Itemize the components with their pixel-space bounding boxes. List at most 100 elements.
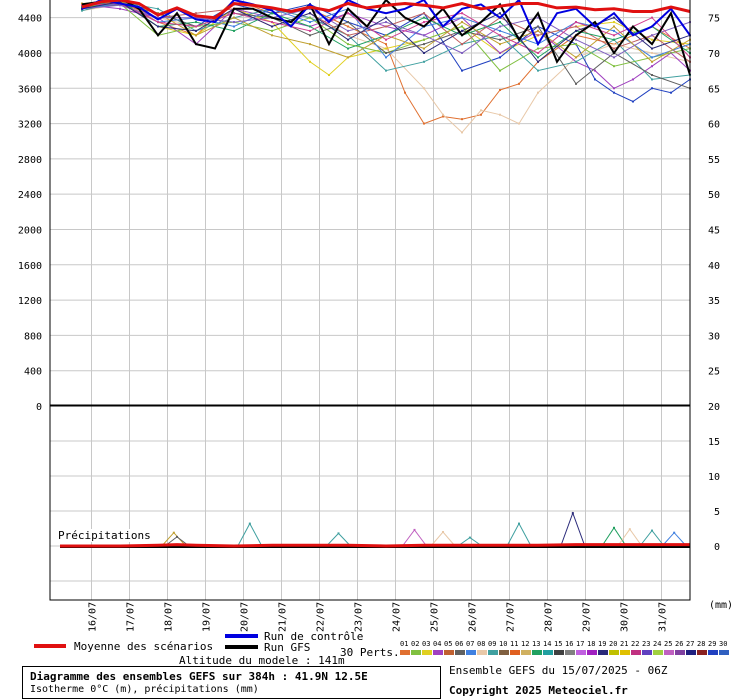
perturbation-point: [195, 29, 197, 32]
legend-pert-swatch: [653, 650, 663, 655]
legend-pert-swatch: [565, 650, 575, 655]
perturbation-point: [499, 12, 501, 15]
precip-point: [628, 528, 631, 531]
legend-pert-swatch: [675, 650, 685, 655]
perturbation-point: [309, 25, 311, 28]
perturbation-point: [632, 78, 634, 81]
legend-pert-swatch: [444, 650, 454, 655]
x-tick-label: 20/07: [240, 602, 251, 632]
perturbation-point: [423, 34, 425, 37]
precip-point: [673, 531, 676, 534]
perturbation-point: [651, 65, 653, 68]
x-tick-label: 23/07: [354, 602, 365, 632]
perturbation-point: [613, 56, 615, 59]
axis-labels: 0400800120016002000240028003200360040004…: [18, 14, 720, 632]
precip-point: [613, 526, 615, 529]
perturbation-point: [81, 9, 83, 12]
perturbation-point: [461, 21, 463, 24]
y-right-tick-label: 55: [708, 155, 720, 166]
legend-pert-number: 21: [620, 640, 628, 648]
perturbation-point: [461, 43, 463, 46]
legend-pert-number: 30: [719, 640, 727, 648]
precip-point: [518, 522, 520, 525]
legend-pert-number: 15: [554, 640, 562, 648]
perturbation-point: [119, 7, 121, 10]
y-tick-label: 2000: [18, 225, 42, 236]
perturbation-point: [613, 47, 615, 50]
legend: 01 02 03 04 05 06 07 08 09 10 11 12 13 14 15 16 17 18 19 20…: [34, 634, 729, 655]
perturbation-point: [347, 25, 349, 28]
y-right-tick-label: 10: [708, 472, 720, 483]
perturbation-point: [613, 34, 615, 37]
perturbation-point: [404, 91, 406, 94]
perturbation-point: [385, 34, 387, 37]
x-tick-label: 17/07: [126, 602, 137, 632]
perturbation-point: [537, 60, 539, 63]
legend-pert-number: 25: [664, 640, 672, 648]
precip-point: [651, 529, 653, 532]
perturbation-point: [613, 65, 615, 68]
perturbation-point: [271, 12, 273, 15]
legend-pert-swatch: [532, 650, 542, 655]
precip-point: [337, 532, 340, 535]
y-tick-label: 1600: [18, 261, 42, 272]
y-right-tick-label: 50: [708, 190, 720, 201]
perturbation-point: [651, 16, 653, 19]
perturbation-point: [423, 21, 425, 24]
y-tick-label: 4000: [18, 49, 42, 60]
y-tick-label: 1200: [18, 296, 42, 307]
perturbation-point: [461, 25, 463, 28]
altitude-label: Altitude du modele : 141m: [179, 654, 345, 667]
perturbation-point: [461, 69, 463, 72]
legend-pert-swatch: [708, 650, 718, 655]
x-tick-label: 28/07: [544, 602, 555, 632]
perturbation-point: [537, 16, 539, 19]
legend-pert-number: 18: [587, 640, 595, 648]
y-tick-label: 4400: [18, 14, 42, 25]
legend-pert-swatch: [510, 650, 520, 655]
perturbation-point: [309, 43, 311, 46]
perturbation-point: [651, 47, 653, 50]
legend-pert-number: 02: [411, 640, 419, 648]
perturbation-point: [613, 91, 615, 94]
perturbation-point: [309, 34, 311, 37]
perturbation-point: [461, 12, 463, 15]
perturbation-point: [499, 34, 501, 37]
precip-point: [413, 528, 416, 531]
legend-pert-number: 20: [609, 640, 617, 648]
control-line: [81, 0, 691, 47]
x-tick-label: 31/07: [658, 602, 669, 632]
perturbation-point: [423, 43, 425, 46]
perturbation-point: [423, 60, 425, 63]
perturbation-point: [347, 38, 349, 41]
perturbation-point: [537, 25, 539, 28]
y-tick-label: 400: [24, 367, 42, 378]
legend-pert-swatch: [466, 650, 476, 655]
perturbation-point: [347, 43, 349, 46]
perturbation-point: [461, 29, 463, 32]
perturbation-point: [157, 7, 159, 10]
plot-frame-bottom: [49, 405, 691, 601]
altitude-main-lines: [81, 0, 691, 76]
y-right-tick-label: 25: [708, 367, 720, 378]
x-tick-label: 30/07: [620, 602, 631, 632]
x-tick-label: 26/07: [468, 602, 479, 632]
perturbation-point: [499, 89, 501, 92]
perturbation-point: [347, 56, 349, 59]
legend-pert-swatch: [719, 650, 729, 655]
precip-spike: [560, 511, 586, 547]
perturbation-point: [575, 38, 577, 41]
x-tick-label: 27/07: [506, 602, 517, 632]
legend-pert-swatch: [477, 650, 487, 655]
legend-pert-swatch: [554, 650, 564, 655]
perturbation-point: [233, 12, 235, 15]
precip-main-lines: [60, 543, 690, 548]
legend-pert-number: 09: [488, 640, 496, 648]
perturbation-point: [271, 29, 273, 32]
perturbation-point: [347, 47, 349, 50]
perturbation-point: [613, 16, 615, 19]
precip-point: [468, 536, 471, 539]
perturbation-point: [594, 69, 596, 72]
precip-grid: [50, 405, 690, 600]
altitude-perturbation-lines: [81, 0, 691, 134]
